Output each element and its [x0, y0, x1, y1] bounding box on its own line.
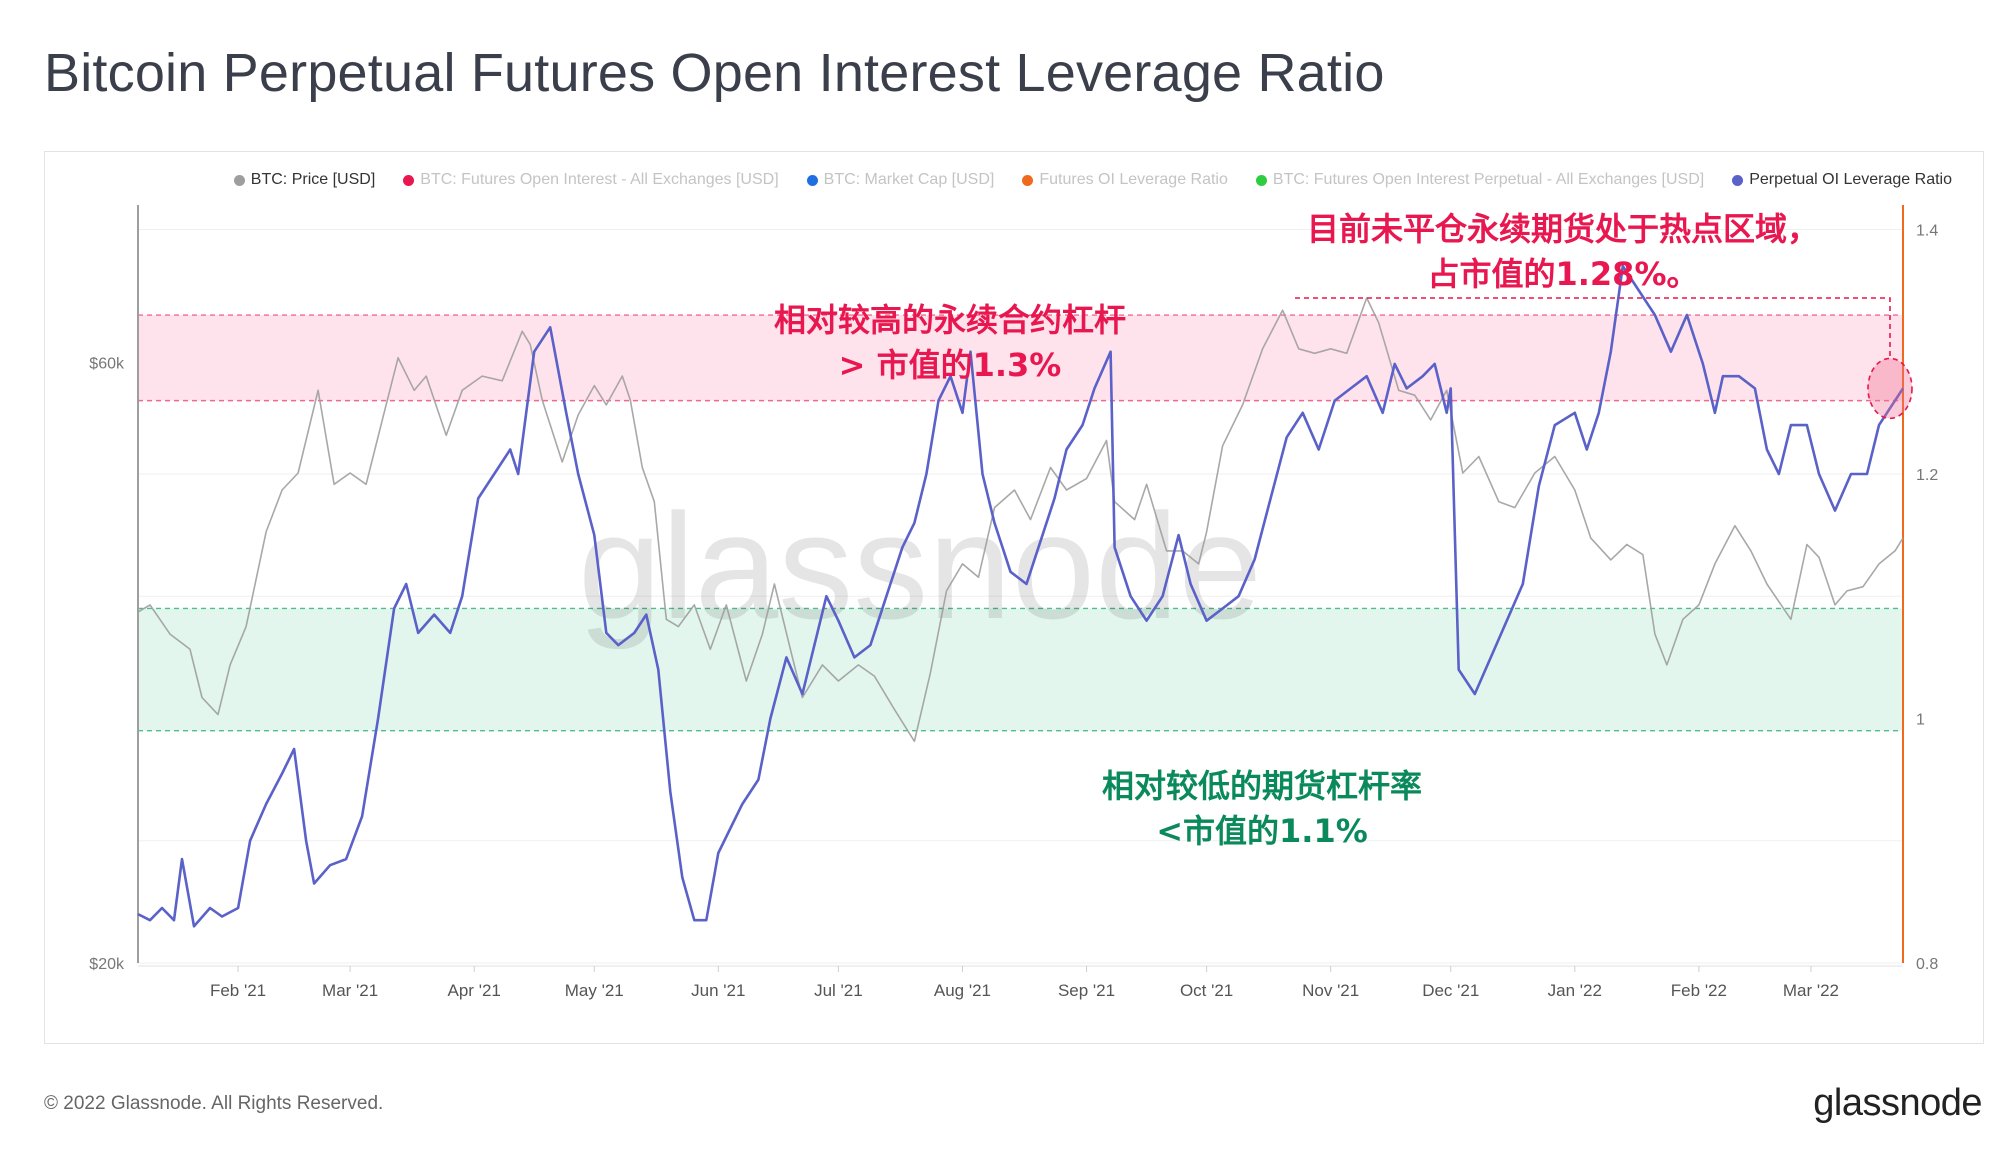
legend-item[interactable]: BTC: Price [USD]	[233, 170, 376, 190]
y-right-tick-label: 0.8	[1916, 956, 1938, 973]
axes	[137, 205, 1904, 967]
annotation-current-line1: 目前未平仓永续期货处于热点区域，	[1307, 210, 1819, 248]
y-left-tick-label: $60k	[89, 355, 125, 372]
legend-item[interactable]: Futures OI Leverage Ratio	[1022, 170, 1228, 190]
footer-copyright: © 2022 Glassnode. All Rights Reserved.	[44, 1093, 384, 1114]
x-tick-label: Jul '21	[814, 981, 863, 1000]
x-tick-label: Nov '21	[1302, 981, 1359, 1000]
watermark: glassnode	[578, 482, 1262, 650]
annotations: 相对较高的永续合约杠杆 > 市值的1.3% 相对较低的期货杠杆率 <市值的1.1% 目前…	[774, 210, 1913, 850]
legend-dot-icon	[1255, 174, 1267, 186]
x-tick-label: Aug '21	[934, 981, 991, 1000]
legend-item[interactable]: BTC: Market Cap [USD]	[806, 170, 995, 190]
y-left-tick-label: $20k	[89, 956, 125, 973]
x-tick-label: Apr '21	[448, 981, 501, 1000]
x-tick-label: Jun '21	[691, 981, 745, 1000]
y-right-tick-label: 1.2	[1916, 467, 1938, 484]
legend-dot-icon	[1022, 174, 1034, 186]
price-line	[137, 297, 1904, 743]
band-area	[138, 608, 1903, 731]
annotation-current-line2: 占市值的1.28%。	[1427, 255, 1698, 293]
annotation-low-line1: 相对较低的期货杠杆率	[1102, 767, 1422, 805]
footer-logo: glassnode	[1813, 1082, 1982, 1124]
tick-labels: Feb '21 Mar '21 Apr '21 May '21 Jun '21 Jul '…	[89, 222, 1938, 1000]
x-tick-label: Feb '21	[210, 981, 266, 1000]
annotation-high-line2: > 市值的1.3%	[839, 346, 1062, 384]
legend-dot-icon	[233, 174, 245, 186]
y-right-tick-label: 1.4	[1916, 222, 1938, 239]
legend-label: Futures OI Leverage Ratio	[1039, 171, 1228, 188]
legend-label: BTC: Price [USD]	[250, 171, 376, 188]
legend-item[interactable]: BTC: Futures Open Interest Perpetual - A…	[1255, 170, 1705, 190]
chart-legend: BTC: Price [USD] BTC: Futures Open Intere…	[0, 170, 1952, 190]
x-tick-label: Mar '21	[322, 981, 378, 1000]
legend-item[interactable]: BTC: Futures Open Interest - All Exchang…	[403, 170, 779, 190]
x-tick-label: Sep '21	[1058, 981, 1115, 1000]
x-tick-label: Oct '21	[1180, 981, 1233, 1000]
chart-frame	[44, 151, 1984, 1044]
legend-label: BTC: Futures Open Interest Perpetual - A…	[1272, 171, 1705, 188]
leverage-ratio-line	[137, 264, 1905, 928]
x-tick-label: Jan '22	[1548, 981, 1602, 1000]
legend-label: BTC: Market Cap [USD]	[823, 171, 995, 188]
legend-dot-icon	[403, 174, 415, 186]
annotation-low-line2: <市值的1.1%	[1156, 812, 1368, 850]
x-tick-label: Mar '22	[1783, 981, 1839, 1000]
legend-dot-icon	[1732, 174, 1744, 186]
legend-label: BTC: Futures Open Interest - All Exchang…	[420, 171, 779, 188]
x-tick-label: May '21	[565, 981, 624, 1000]
current-highlight-circle	[1867, 357, 1913, 420]
annotation-high-line1: 相对较高的永续合约杠杆	[774, 301, 1126, 339]
legend-dot-icon	[806, 174, 818, 186]
threshold-bands	[138, 314, 1903, 732]
chart-title: Bitcoin Perpetual Futures Open Interest …	[44, 43, 1385, 103]
y-right-tick-label: 1	[1916, 711, 1925, 728]
x-tick-label: Feb '22	[1671, 981, 1727, 1000]
legend-item[interactable]: Perpetual OI Leverage Ratio	[1732, 170, 1952, 190]
callout-line	[1295, 297, 1891, 357]
series	[137, 264, 1905, 928]
x-tick-label: Dec '21	[1422, 981, 1479, 1000]
legend-label: Perpetual OI Leverage Ratio	[1749, 171, 1952, 188]
